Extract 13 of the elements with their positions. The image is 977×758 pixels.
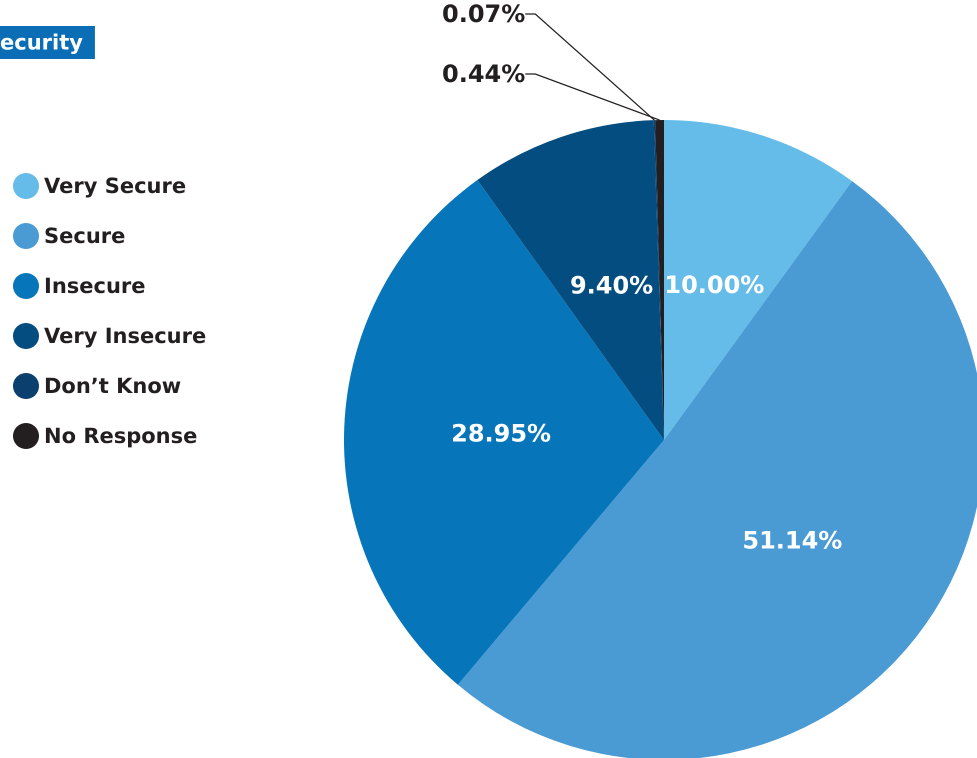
legend-label: Secure [44,224,126,248]
legend-label: Very Secure [44,174,186,198]
data-label: 10.00% [664,270,764,299]
data-label: 28.95% [451,420,552,448]
legend-label: No Response [44,424,198,448]
data-label: 51.14% [742,526,842,554]
legend-label: Insecure [44,274,146,298]
legend-label: Very Insecure [44,324,206,348]
data-label: 9.40% [570,272,654,300]
legend-label: Don’t Know [44,374,182,398]
data-label: 0.44% [442,60,526,88]
data-label: 0.07% [442,0,526,28]
text: ecurity [0,30,84,54]
